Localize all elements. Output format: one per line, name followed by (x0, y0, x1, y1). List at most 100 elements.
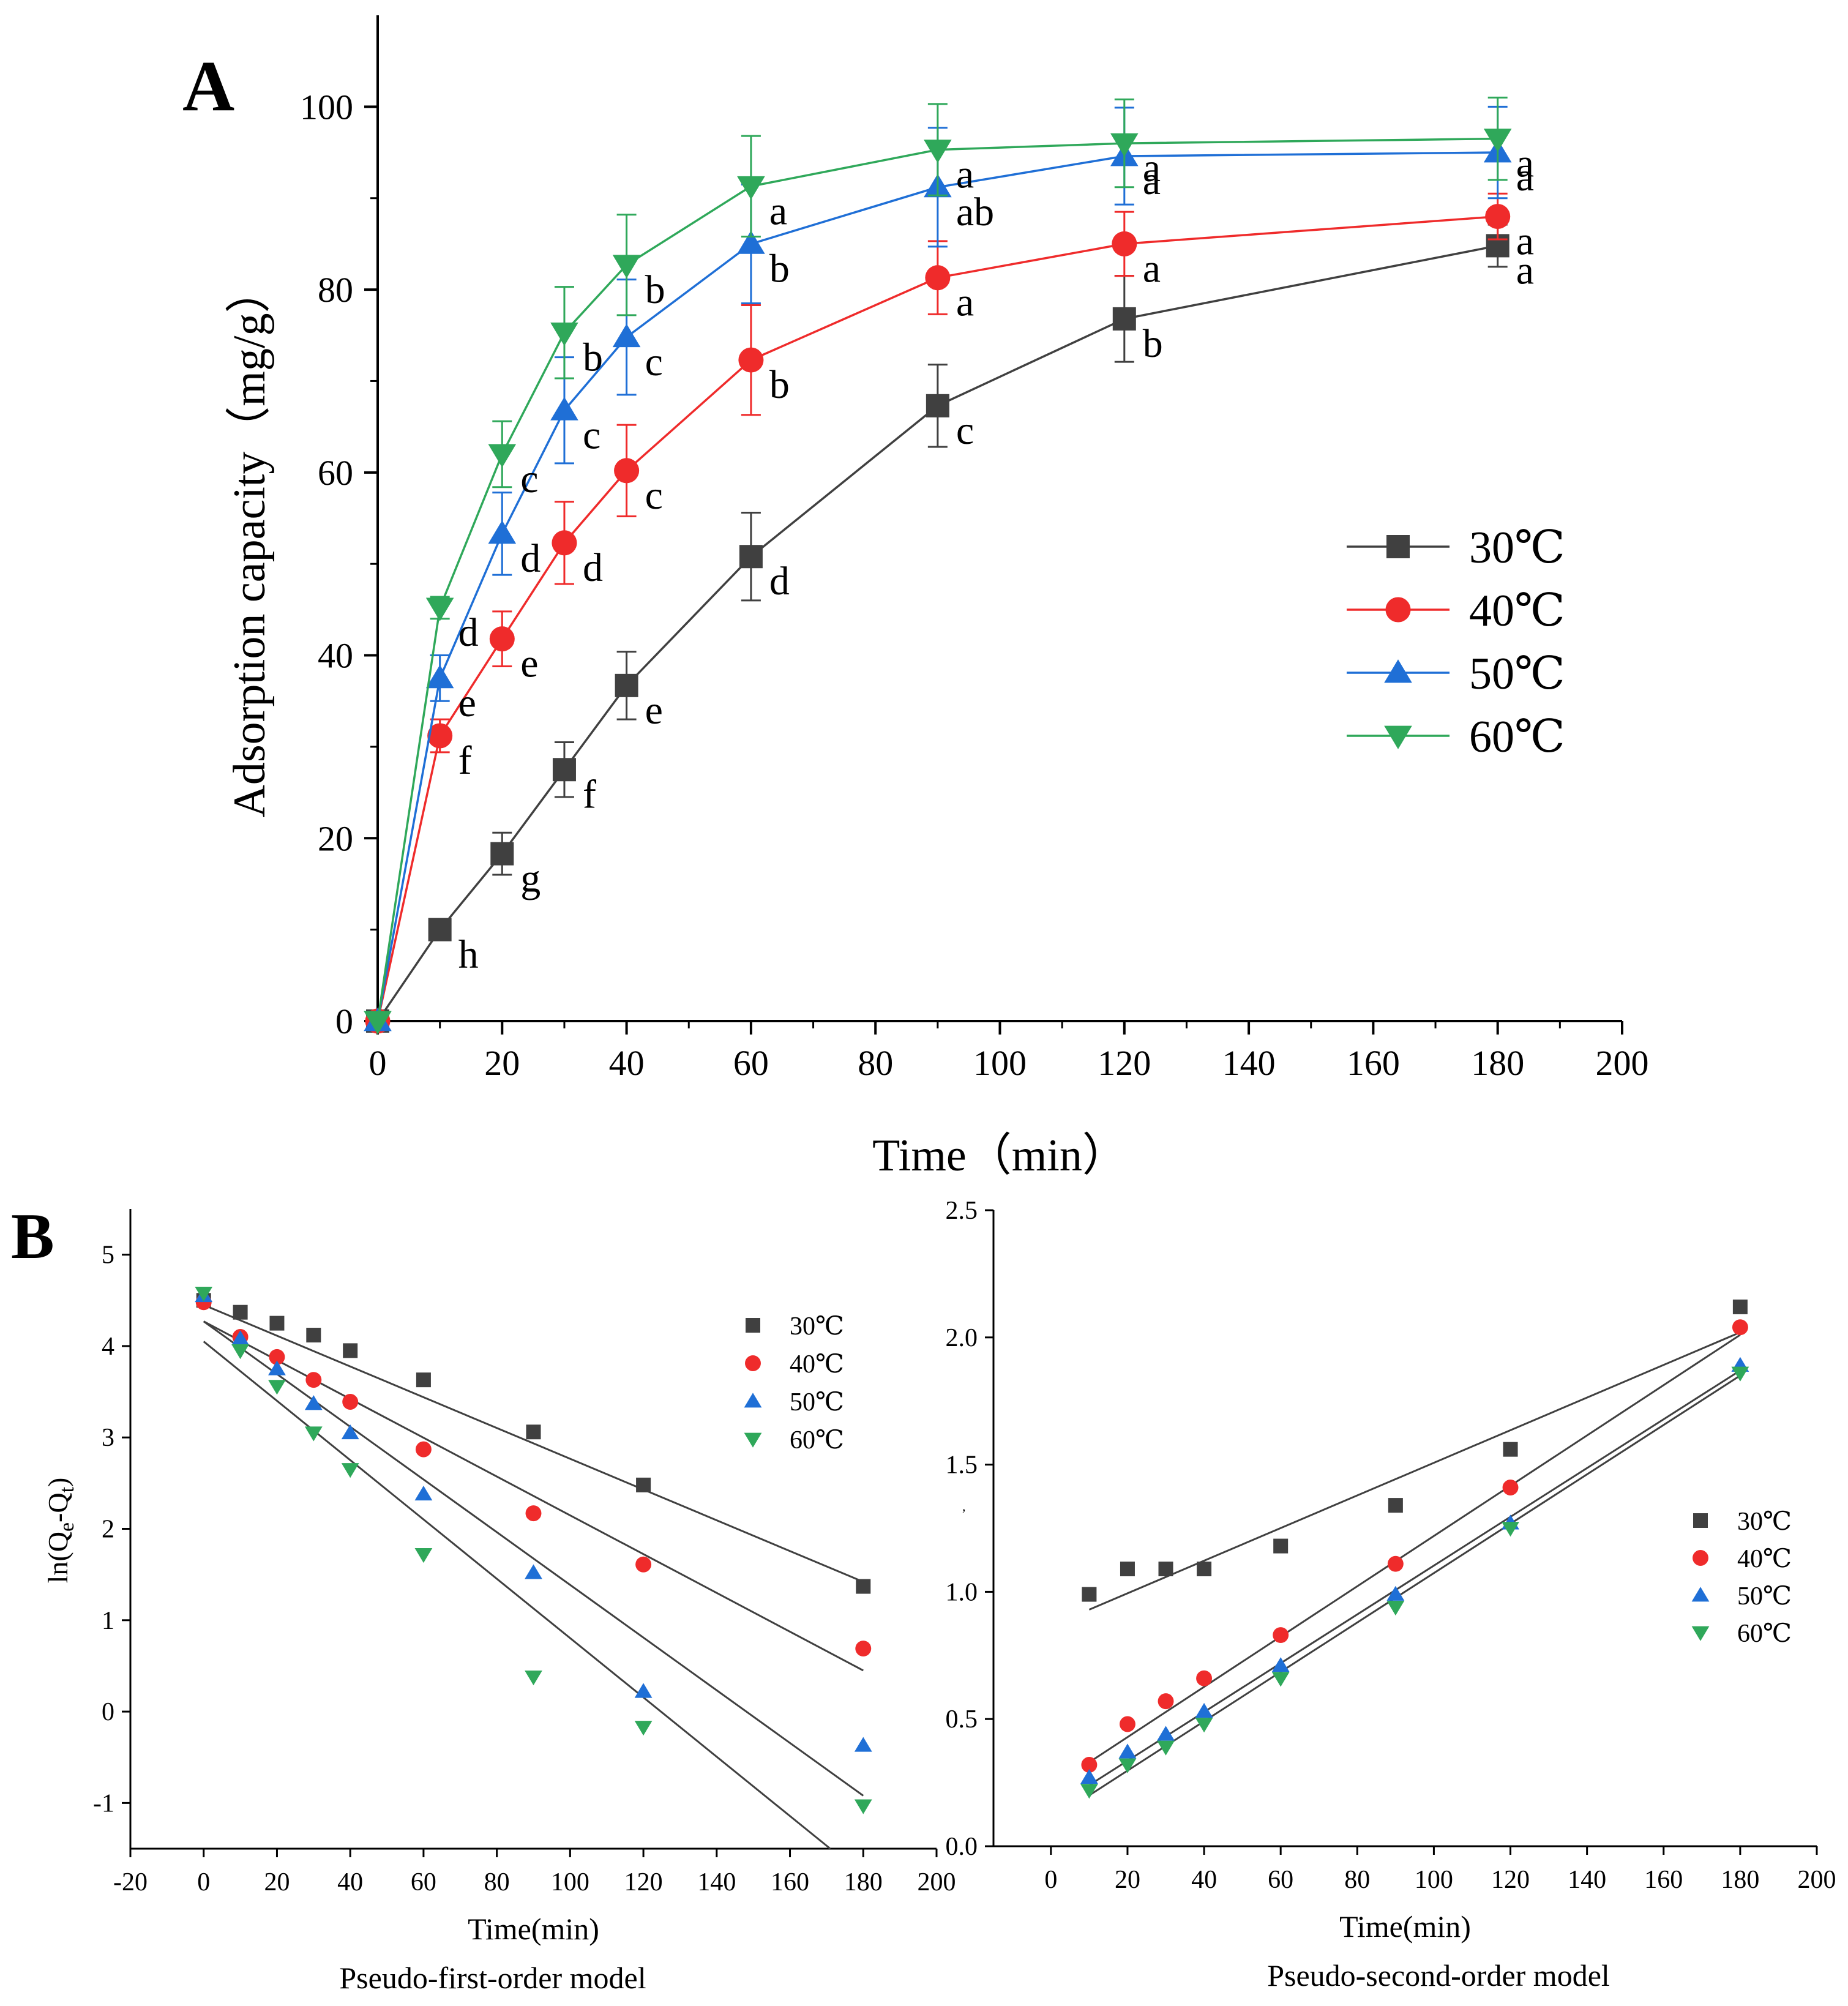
data-point (268, 1360, 286, 1375)
series-50c (195, 1287, 872, 1752)
x-tick-label: 80 (1344, 1866, 1370, 1894)
y-tick-label: 40 (318, 636, 353, 676)
x-tick-label: 180 (1721, 1866, 1759, 1894)
legend-label: 40℃ (790, 1350, 844, 1379)
data-point (737, 176, 765, 200)
legend-entry-30c: 30℃ (746, 1312, 844, 1341)
data-point (490, 842, 514, 866)
legend: 30℃ 40℃ 50℃ 60℃ (744, 1312, 844, 1454)
x-tick-label: 40 (1191, 1866, 1217, 1894)
x-tick-label: 60 (733, 1043, 769, 1083)
data-point (416, 1372, 431, 1388)
data-point (1388, 1498, 1403, 1513)
significance-letter: a (1516, 141, 1534, 186)
y-tick-label: 60 (318, 453, 353, 493)
data-point (550, 322, 578, 346)
data-point (269, 1349, 285, 1365)
x-tick-label: 200 (1596, 1043, 1649, 1083)
data-point (306, 1328, 321, 1343)
series-40c (195, 1294, 872, 1657)
legend-marker (745, 1355, 761, 1371)
data-point (1271, 1657, 1290, 1672)
fit-line-60c (1088, 1374, 1741, 1797)
x-tick-label: 100 (973, 1043, 1027, 1083)
data-point (1120, 1561, 1135, 1576)
data-point (415, 1441, 432, 1458)
stray-mark: , (962, 1499, 966, 1514)
x-tick-label: 20 (1115, 1866, 1140, 1894)
data-point (615, 673, 638, 697)
significance-letter: b (769, 246, 790, 291)
data-point (1080, 1768, 1098, 1784)
significance-letter: b (1143, 321, 1163, 366)
data-point (525, 1670, 542, 1686)
y-tick-label: 1.5 (946, 1451, 978, 1480)
data-point (1081, 1757, 1098, 1773)
legend-marker (1385, 597, 1411, 623)
y-tick-label: 5 (102, 1241, 114, 1270)
data-point (854, 1799, 872, 1814)
data-point (1080, 1784, 1098, 1799)
data-point (635, 1556, 652, 1573)
y-tick-label: 0.5 (946, 1705, 978, 1734)
significance-letter: ab (956, 190, 994, 234)
data-point (854, 1737, 872, 1752)
legend-label: 60℃ (790, 1426, 844, 1454)
significance-letter: b (645, 268, 665, 312)
x-tick-label: 20 (264, 1868, 290, 1896)
data-point (341, 1424, 359, 1440)
legend: 30℃ 40℃ 50℃ 60℃ (1691, 1508, 1792, 1648)
y-tick-label: 3 (102, 1424, 114, 1452)
legend-marker (746, 1318, 760, 1333)
data-point (1082, 1587, 1097, 1602)
data-point (425, 597, 454, 621)
panel-b-second-order: 0 20 40 60 80 100 120 140 160 180 200 0.0 0.5 1.0 1.5 2… (946, 1197, 1836, 1993)
data-point (1502, 1522, 1519, 1537)
legend-entry-60c: 60℃ (1347, 712, 1565, 762)
x-tick-label: 60 (411, 1868, 436, 1896)
x-tick-label: 20 (484, 1043, 520, 1083)
data-point (1157, 1726, 1175, 1741)
x-tick-label: 140 (1568, 1866, 1606, 1894)
panel-a: 0 20 40 60 80 100 120 140 160 180 200 0 20 40 60 80 100 T… (182, 15, 1649, 1181)
data-point (1158, 1561, 1173, 1576)
data-point (1273, 1538, 1289, 1554)
data-point (552, 758, 576, 782)
data-point (525, 1505, 542, 1522)
series-30c (1082, 1299, 1748, 1602)
data-point (1118, 1743, 1137, 1759)
x-tick-label: 140 (697, 1868, 736, 1896)
data-point (195, 1286, 213, 1302)
data-point (612, 323, 641, 348)
significance-letter: a (1143, 159, 1161, 203)
data-point (414, 1548, 433, 1563)
y-tick-label: 0 (102, 1698, 114, 1726)
y-tick-label: 0 (335, 1001, 353, 1041)
data-point (925, 265, 951, 291)
significance-letter: b (769, 362, 790, 407)
data-point (1483, 129, 1512, 152)
data-point (526, 1424, 541, 1440)
data-point (612, 255, 641, 279)
legend-marker (1386, 535, 1410, 558)
x-tick-label: 0 (197, 1868, 210, 1896)
data-point (634, 1721, 653, 1736)
data-point (427, 723, 453, 749)
y-tick-label: 2.5 (946, 1197, 978, 1225)
significance-letter: d (583, 545, 603, 590)
legend-label: 50℃ (1737, 1582, 1792, 1611)
x-tick-label: 160 (771, 1868, 809, 1896)
data-point (1502, 1480, 1519, 1495)
y-tick-label: 1.0 (946, 1578, 978, 1606)
data-point (924, 140, 952, 163)
data-point (269, 1316, 285, 1331)
fit-line-30c (203, 1304, 864, 1583)
significance-letter: c (645, 473, 663, 518)
legend-entry-40c: 40℃ (1693, 1545, 1792, 1573)
significance-letter: c (583, 413, 600, 457)
x-tick-label: 80 (858, 1043, 893, 1083)
data-point (1386, 1585, 1405, 1601)
significance-letter: a (956, 152, 974, 197)
legend-entry-60c: 60℃ (744, 1426, 844, 1454)
